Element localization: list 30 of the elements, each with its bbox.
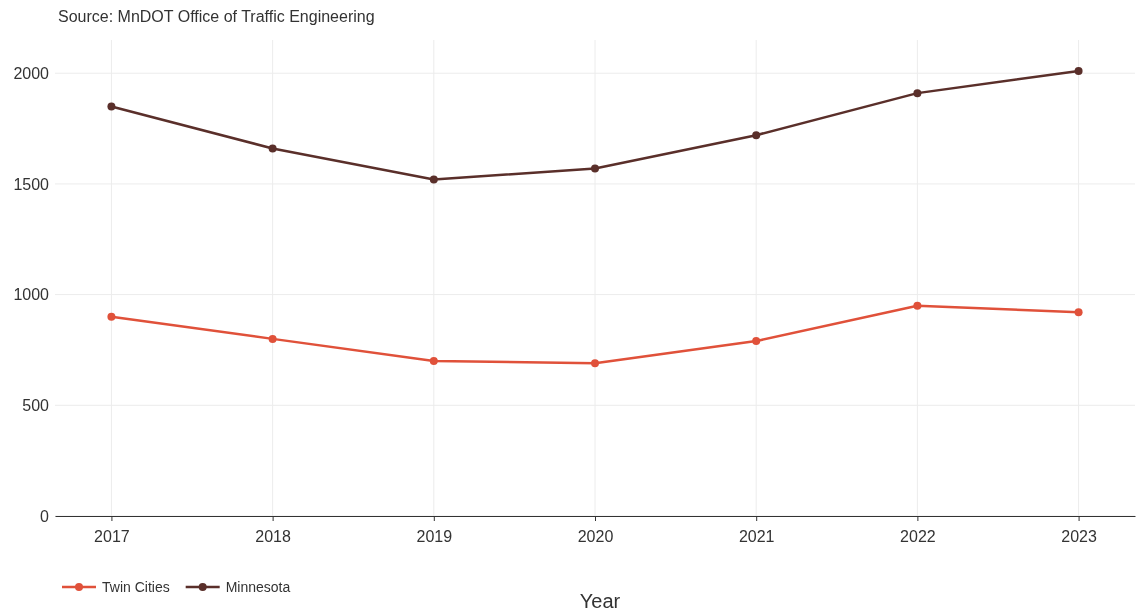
point bbox=[268, 144, 277, 153]
y-tick-label: 2000 bbox=[13, 64, 50, 82]
y-tick-label: 1500 bbox=[13, 175, 50, 193]
point bbox=[752, 337, 761, 346]
legend-label: Minnesota bbox=[225, 578, 291, 595]
point bbox=[1074, 67, 1083, 75]
point bbox=[429, 357, 438, 366]
point bbox=[913, 89, 922, 98]
x-tick-label: 2020 bbox=[577, 527, 614, 545]
y-tick-label: 0 bbox=[40, 507, 50, 525]
point bbox=[591, 164, 599, 173]
x-tick-label: 2022 bbox=[900, 527, 936, 545]
point bbox=[913, 301, 922, 310]
point bbox=[429, 175, 438, 184]
point bbox=[107, 312, 116, 321]
source-note: Source: MnDOT Office of Traffic Engineering bbox=[58, 8, 375, 25]
y-tick-label: 500 bbox=[22, 396, 50, 414]
point bbox=[268, 334, 277, 343]
x-tick-label: 2018 bbox=[255, 527, 292, 545]
x-tick-label: 2023 bbox=[1061, 527, 1097, 545]
point bbox=[752, 131, 761, 140]
x-tick-label: 2019 bbox=[416, 527, 453, 545]
y-tick-label: 1000 bbox=[13, 286, 50, 304]
legend-label: Twin Cities bbox=[102, 578, 170, 595]
x-axis-title: Year bbox=[579, 590, 621, 612]
x-tick-label: 2021 bbox=[738, 527, 775, 545]
point bbox=[107, 102, 116, 111]
x-tick-label: 2017 bbox=[94, 527, 130, 545]
point bbox=[1074, 308, 1083, 317]
point bbox=[591, 359, 599, 368]
